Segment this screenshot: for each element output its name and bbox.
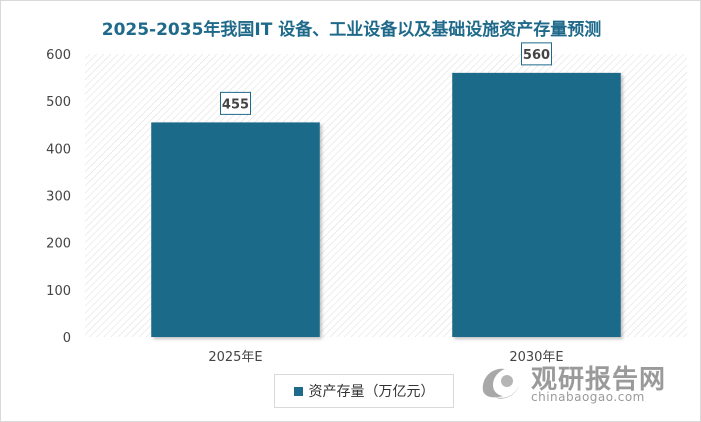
- y-tick-label: 400: [46, 142, 71, 157]
- watermark-text-cn: 观研报告网: [531, 365, 667, 395]
- watermark-logo: [482, 368, 519, 399]
- y-tick-label: 300: [46, 190, 71, 205]
- y-tick-label: 600: [46, 48, 71, 63]
- data-label: 560: [523, 48, 550, 63]
- data-label-box: [521, 42, 552, 66]
- legend-label: 资产存量（万亿元）: [308, 384, 435, 400]
- data-label: 455: [222, 97, 249, 112]
- watermark-text-en: chinabaogao.com: [531, 390, 645, 404]
- bars: 455 560: [151, 42, 621, 338]
- x-tick-label: 2025年E: [208, 350, 262, 365]
- legend-swatch: [293, 386, 303, 396]
- watermark: 观研报告网 chinabaogao.com: [471, 357, 691, 409]
- x-axis-ticks: 2025年E 2030年E: [208, 350, 563, 365]
- y-tick-label: 100: [46, 284, 71, 299]
- y-tick-label: 200: [46, 237, 71, 252]
- bar: [151, 122, 320, 338]
- y-tick-label: 500: [46, 95, 71, 110]
- data-label-box: [220, 91, 251, 115]
- bar: [452, 72, 621, 337]
- legend: 资产存量（万亿元）: [274, 374, 454, 408]
- y-tick-label: 0: [63, 331, 71, 346]
- x-tick-label: 2030年E: [509, 350, 563, 365]
- y-axis-ticks: 0 100 200 300 400 500 600: [46, 48, 71, 346]
- chart-title: 2025-2035年我国IT 设备、工业设备以及基础设施资产存量预测: [101, 20, 602, 40]
